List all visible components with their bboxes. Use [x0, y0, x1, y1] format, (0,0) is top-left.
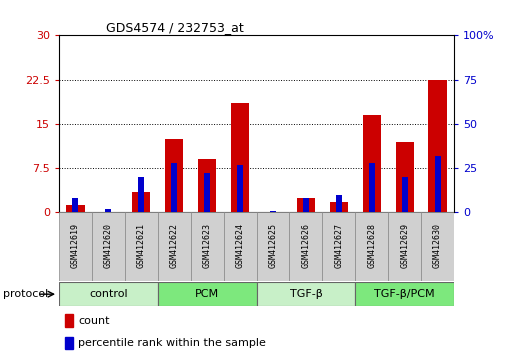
Bar	[65, 337, 73, 349]
Bar	[105, 209, 111, 212]
Text: GSM412628: GSM412628	[367, 223, 376, 268]
Text: GSM412622: GSM412622	[170, 223, 179, 268]
Text: GDS4574 / 232753_at: GDS4574 / 232753_at	[106, 21, 244, 34]
Bar	[191, 212, 224, 281]
Text: GSM412624: GSM412624	[235, 223, 245, 268]
Text: GSM412621: GSM412621	[137, 223, 146, 268]
Text: GSM412627: GSM412627	[334, 223, 343, 268]
Text: control: control	[89, 289, 128, 299]
Bar	[355, 212, 388, 281]
Bar	[59, 282, 158, 306]
Bar	[165, 139, 183, 212]
Bar	[256, 282, 355, 306]
Text: protocol: protocol	[3, 289, 48, 299]
Bar	[369, 163, 374, 212]
Bar	[231, 103, 249, 212]
Bar	[92, 212, 125, 281]
Bar	[198, 159, 216, 212]
Bar	[297, 198, 315, 212]
Bar	[270, 211, 276, 212]
Text: count: count	[78, 316, 110, 326]
Text: GSM412629: GSM412629	[400, 223, 409, 268]
Bar	[59, 212, 92, 281]
Bar	[256, 212, 289, 281]
Bar	[158, 212, 191, 281]
Bar	[330, 202, 348, 212]
Text: TGF-β: TGF-β	[289, 289, 322, 299]
Bar	[139, 177, 144, 212]
Text: GSM412626: GSM412626	[301, 223, 310, 268]
Bar	[132, 192, 150, 212]
Text: GSM412619: GSM412619	[71, 223, 80, 268]
Bar	[428, 80, 447, 212]
Bar	[72, 198, 78, 212]
Bar	[336, 195, 342, 212]
Text: GSM412625: GSM412625	[268, 223, 278, 268]
Text: GSM412630: GSM412630	[433, 223, 442, 268]
Text: TGF-β/PCM: TGF-β/PCM	[374, 289, 435, 299]
Bar	[355, 282, 454, 306]
Text: GSM412623: GSM412623	[203, 223, 212, 268]
Bar	[237, 165, 243, 212]
Bar	[322, 212, 355, 281]
Bar	[158, 282, 256, 306]
Bar	[289, 212, 322, 281]
Bar	[363, 115, 381, 212]
Bar	[204, 173, 210, 212]
Bar	[303, 198, 309, 212]
Bar	[388, 212, 421, 281]
Bar	[402, 177, 408, 212]
Bar	[396, 142, 413, 212]
Bar	[421, 212, 454, 281]
Bar	[171, 163, 177, 212]
Bar	[66, 205, 85, 212]
Bar	[65, 314, 73, 327]
Text: percentile rank within the sample: percentile rank within the sample	[78, 338, 266, 348]
Bar	[224, 212, 256, 281]
Text: GSM412620: GSM412620	[104, 223, 113, 268]
Bar	[435, 156, 441, 212]
Bar	[125, 212, 158, 281]
Text: PCM: PCM	[195, 289, 219, 299]
